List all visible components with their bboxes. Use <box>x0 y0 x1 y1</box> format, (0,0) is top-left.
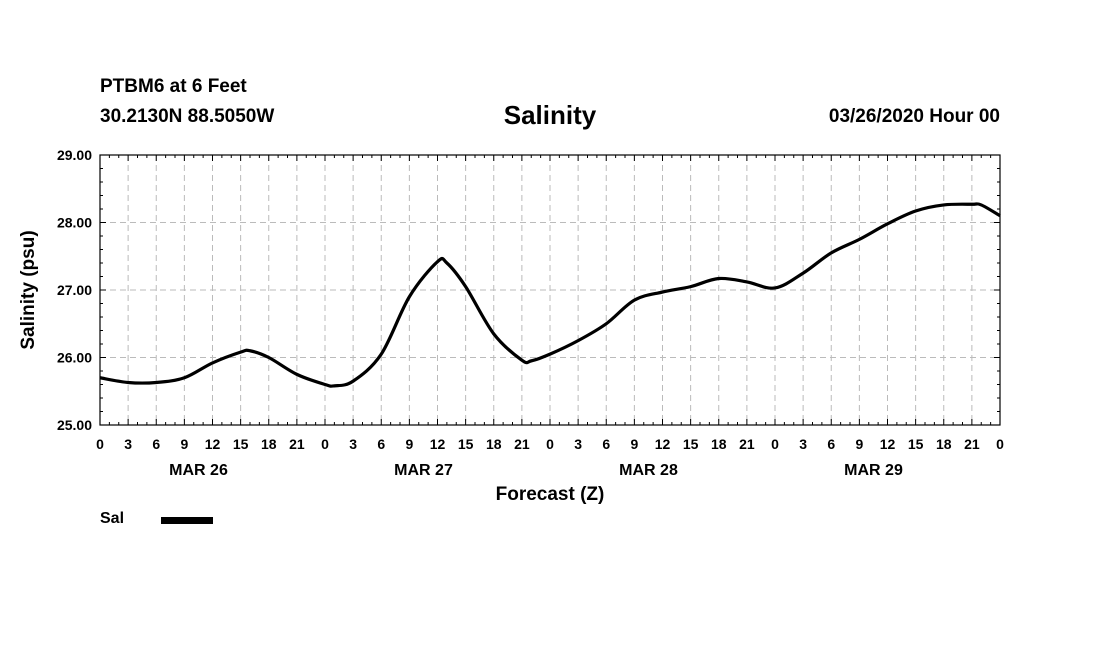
x-tick-label: 6 <box>377 436 385 452</box>
day-label: MAR 26 <box>169 462 228 479</box>
x-tick-label: 12 <box>430 436 446 452</box>
x-tick-label: 21 <box>739 436 755 452</box>
day-label: MAR 28 <box>619 462 678 479</box>
y-tick-label: 28.00 <box>57 215 92 231</box>
y-tick-label: 25.00 <box>57 417 92 433</box>
y-tick-label: 26.00 <box>57 350 92 366</box>
x-tick-label: 6 <box>827 436 835 452</box>
plot-frame <box>99 154 1001 426</box>
x-tick-label: 9 <box>855 436 863 452</box>
day-label: MAR 29 <box>844 462 903 479</box>
x-tick-label: 9 <box>630 436 638 452</box>
x-tick-label: 9 <box>405 436 413 452</box>
x-tick-label: 18 <box>261 436 277 452</box>
x-tick-label: 3 <box>124 436 132 452</box>
forecast-timestamp: 03/26/2020 Hour 00 <box>828 106 1000 127</box>
x-tick-label: 12 <box>880 436 896 452</box>
x-tick-label: 6 <box>152 436 160 452</box>
x-tick-label: 9 <box>180 436 188 452</box>
x-tick-label: 21 <box>964 436 980 452</box>
axes <box>99 154 1001 426</box>
x-tick-label: 0 <box>996 436 1004 452</box>
x-tick-label: 3 <box>349 436 357 452</box>
x-tick-label: 3 <box>799 436 807 452</box>
y-axis-title: Salinity (psu) <box>18 230 39 349</box>
station-label: PTBM6 at 6 Feet <box>100 76 247 97</box>
x-tick-label: 0 <box>546 436 554 452</box>
y-tick-label: 29.00 <box>57 147 92 163</box>
x-tick-label: 0 <box>771 436 779 452</box>
x-tick-label: 21 <box>514 436 530 452</box>
grid-lines <box>100 155 1000 425</box>
coordinates-label: 30.2130N 88.5050W <box>100 106 275 127</box>
x-tick-label: 15 <box>908 436 924 452</box>
x-tick-label: 18 <box>936 436 952 452</box>
x-tick-label: 18 <box>486 436 502 452</box>
series-line-sal <box>99 202 1001 388</box>
x-tick-label: 12 <box>205 436 221 452</box>
x-tick-label: 0 <box>321 436 329 452</box>
day-label: MAR 27 <box>394 462 453 479</box>
x-tick-label: 21 <box>289 436 305 452</box>
axis-labels: 0 3 6 9 12 15 18 21 0 3 6 9 12 15 18 21 0 3 6 9 12 15 18 21 0 3 6 9… <box>18 147 1004 505</box>
chart-title: Salinity <box>503 100 597 130</box>
x-tick-label: 15 <box>458 436 474 452</box>
x-tick-label: 3 <box>574 436 582 452</box>
y-tick-label: 27.00 <box>57 282 92 298</box>
x-tick-label: 18 <box>711 436 727 452</box>
x-tick-label: 6 <box>602 436 610 452</box>
x-axis-title: Forecast (Z) <box>496 484 605 505</box>
x-tick-label: 15 <box>683 436 699 452</box>
x-tick-label: 0 <box>96 436 104 452</box>
x-tick-label: 15 <box>233 436 249 452</box>
legend-label: Sal <box>100 510 125 527</box>
x-tick-label: 12 <box>655 436 671 452</box>
series-layer <box>99 202 1001 388</box>
legend-swatch <box>161 517 213 524</box>
